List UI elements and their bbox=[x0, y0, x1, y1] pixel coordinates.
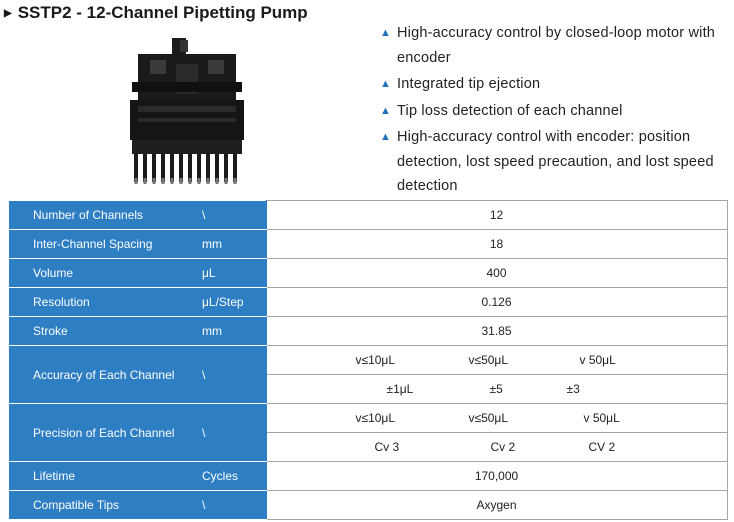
row-value: 31.85 bbox=[265, 316, 728, 346]
row-value: 12 bbox=[265, 200, 728, 230]
row-unit: \ bbox=[200, 403, 267, 462]
row-label: Accuracy of Each Channel bbox=[9, 345, 200, 404]
triangle-bullet-icon: ▲ bbox=[380, 131, 392, 143]
feature-item: ▲ Integrated tip ejection bbox=[380, 72, 730, 97]
value-cell: Cv 3 bbox=[374, 440, 400, 454]
range-cell: v≤50μL bbox=[468, 353, 509, 367]
row-label: Stroke bbox=[9, 316, 200, 346]
table-row: Number of Channels \ 12 bbox=[9, 200, 728, 230]
feature-item: ▲ Tip loss detection of each channel bbox=[380, 99, 730, 124]
row-unit: \ bbox=[200, 345, 267, 404]
row-label: Inter-Channel Spacing bbox=[9, 229, 200, 259]
precision-values: Cv 3 Cv 2 CV 2 bbox=[265, 432, 728, 462]
value-cell: Cv 2 bbox=[490, 440, 516, 454]
value-cell: CV 2 bbox=[588, 440, 616, 454]
feature-text: High-accuracy control with encoder: posi… bbox=[397, 129, 714, 194]
range-cell: v 50μL bbox=[579, 353, 616, 367]
row-unit: μL/Step bbox=[200, 287, 267, 317]
triangle-bullet-icon: ▲ bbox=[380, 78, 392, 90]
table-row: Resolution μL/Step 0.126 bbox=[9, 287, 728, 317]
feature-item: ▲ High-accuracy control with encoder: po… bbox=[380, 125, 730, 199]
range-cell: v≤10μL bbox=[355, 353, 396, 367]
table-row: Cv 3 Cv 2 CV 2 bbox=[9, 432, 728, 462]
value-cell: ±1μL bbox=[386, 382, 414, 396]
table-row: Lifetime Cycles 170,000 bbox=[9, 461, 728, 491]
row-label: Resolution bbox=[9, 287, 200, 317]
row-unit: μL bbox=[200, 258, 267, 288]
row-label: Precision of Each Channel bbox=[9, 403, 200, 462]
accuracy-ranges: v≤10μL v≤50μL v 50μL bbox=[265, 345, 728, 375]
row-unit: mm bbox=[200, 316, 267, 346]
table-row: Accuracy of Each Channel \ v≤10μL v≤50μL… bbox=[9, 345, 728, 404]
row-unit: mm bbox=[200, 229, 267, 259]
row-label: Number of Channels bbox=[9, 200, 200, 230]
pipetting-pump-image bbox=[130, 38, 244, 184]
feature-text: Integrated tip ejection bbox=[397, 76, 541, 92]
precision-ranges: v≤10μL v≤50μL v 50μL bbox=[265, 403, 728, 433]
triangle-bullet-icon: ▲ bbox=[380, 104, 392, 117]
row-unit: Cycles bbox=[200, 461, 267, 491]
page-title: ▶ SSTP2 - 12-Channel Pipetting Pump bbox=[4, 3, 308, 23]
feature-item: ▲ High-accuracy control by closed-loop m… bbox=[380, 21, 730, 70]
row-value: Axygen bbox=[265, 490, 728, 520]
feature-list: ▲ High-accuracy control by closed-loop m… bbox=[380, 21, 730, 201]
table-row: Stroke mm 31.85 bbox=[9, 316, 728, 346]
row-value: 170,000 bbox=[265, 461, 728, 491]
row-label: Volume bbox=[9, 258, 200, 288]
range-cell: v≤50μL bbox=[468, 411, 509, 425]
range-cell: v 50μL bbox=[583, 411, 620, 425]
table-row: Compatible Tips \ Axygen bbox=[9, 490, 728, 520]
row-label: Lifetime bbox=[9, 461, 200, 491]
feature-text: Tip loss detection of each channel bbox=[397, 102, 623, 119]
range-cell: v≤10μL bbox=[355, 411, 396, 425]
feature-text: High-accuracy control by closed-loop mot… bbox=[397, 25, 716, 66]
row-value: 18 bbox=[265, 229, 728, 259]
row-value: 400 bbox=[265, 258, 728, 288]
play-triangle-icon: ▶ bbox=[4, 7, 12, 19]
table-row: Volume μL 400 bbox=[9, 258, 728, 288]
page-title-text: SSTP2 - 12-Channel Pipetting Pump bbox=[17, 3, 308, 22]
row-value: 0.126 bbox=[265, 287, 728, 317]
triangle-bullet-icon: ▲ bbox=[380, 27, 392, 39]
table-row: Inter-Channel Spacing mm 18 bbox=[9, 229, 728, 259]
spec-table: Number of Channels \ 12 Inter-Channel Sp… bbox=[9, 200, 728, 520]
row-label: Compatible Tips bbox=[9, 490, 200, 520]
row-unit: \ bbox=[200, 200, 267, 230]
row-unit: \ bbox=[200, 490, 267, 520]
table-row: Precision of Each Channel \ v≤10μL v≤50μ… bbox=[9, 403, 728, 462]
value-cell: ±3 bbox=[566, 382, 580, 396]
value-cell: ±5 bbox=[489, 382, 503, 396]
accuracy-values: ±1μL ±5 ±3 bbox=[265, 374, 728, 404]
